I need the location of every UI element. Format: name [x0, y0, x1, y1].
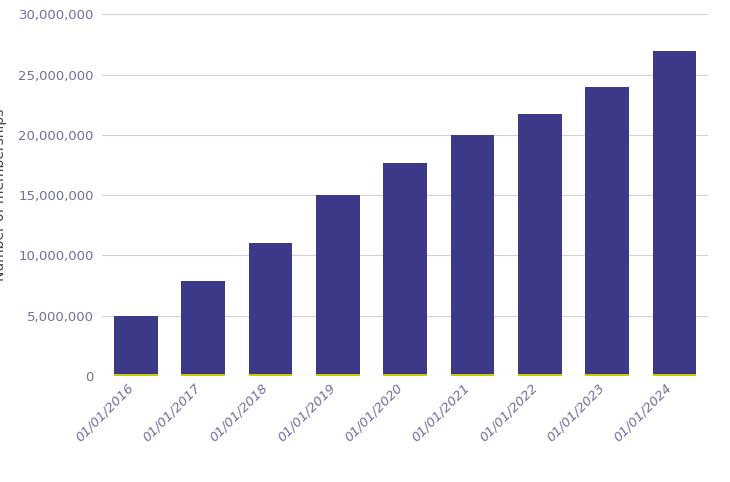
- Bar: [114, 316, 158, 374]
- Bar: [585, 374, 629, 376]
- Bar: [316, 374, 360, 376]
- Bar: [249, 374, 293, 376]
- Y-axis label: Number of memberships: Number of memberships: [0, 109, 7, 281]
- Bar: [450, 135, 494, 374]
- Bar: [450, 374, 494, 376]
- Bar: [114, 374, 158, 376]
- Bar: [383, 374, 427, 376]
- Bar: [383, 163, 427, 374]
- Bar: [316, 195, 360, 374]
- Bar: [181, 281, 225, 374]
- Bar: [653, 374, 696, 376]
- Bar: [181, 374, 225, 376]
- Bar: [585, 87, 629, 374]
- Bar: [653, 51, 696, 374]
- Bar: [249, 243, 293, 374]
- Bar: [518, 374, 561, 376]
- Bar: [518, 115, 561, 374]
